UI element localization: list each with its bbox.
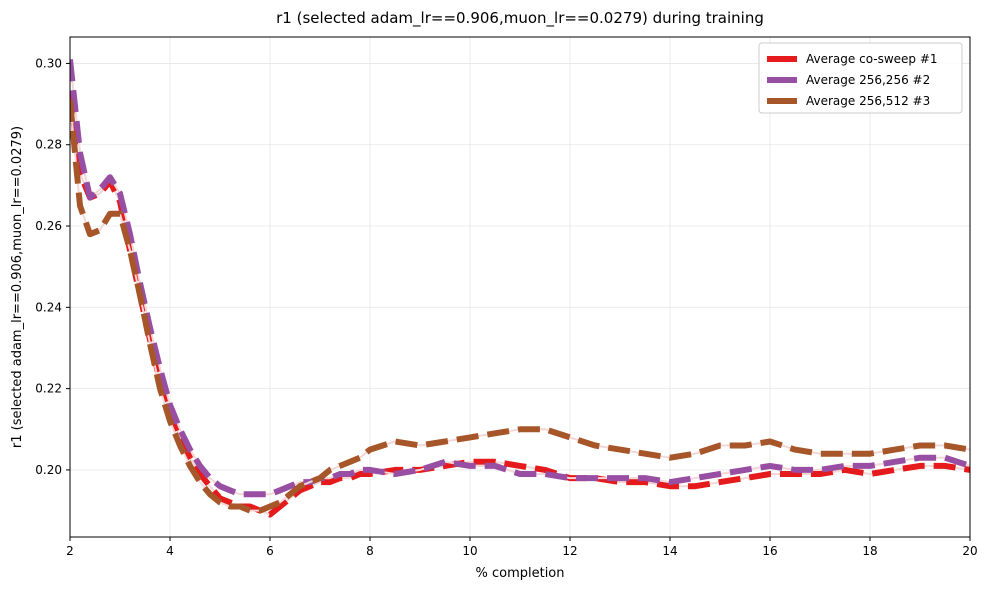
series-lines xyxy=(70,59,970,518)
legend-box xyxy=(758,42,963,114)
y-tick-label: 0.20 xyxy=(35,463,62,477)
x-tick-label: 18 xyxy=(862,544,877,558)
y-tick-label: 0.28 xyxy=(35,138,62,152)
plot-frame xyxy=(69,36,971,538)
y-tick-label: 0.22 xyxy=(35,382,62,396)
x-tick-label: 16 xyxy=(762,544,777,558)
series-line-2 xyxy=(70,59,970,498)
legend-label-1: Average co-sweep #1 xyxy=(806,52,938,66)
y-tick-label: 0.26 xyxy=(35,219,62,233)
x-tick-label: 4 xyxy=(166,544,174,558)
series-line-1 xyxy=(70,91,970,518)
legend-label-3: Average 256,512 #3 xyxy=(806,94,930,108)
legend-label-2: Average 256,256 #2 xyxy=(806,73,930,87)
x-tick-label: 2 xyxy=(66,544,74,558)
series-line-3 xyxy=(70,99,970,514)
x-tick-label: 12 xyxy=(562,544,577,558)
legend: Average co-sweep #1 Average 256,256 #2 Ave… xyxy=(758,42,963,114)
x-tick-label: 14 xyxy=(662,544,677,558)
x-tick-label: 6 xyxy=(266,544,274,558)
series-layer xyxy=(70,59,970,518)
y-tick-label: 0.30 xyxy=(35,56,62,70)
y-axis: 0.20 0.22 0.24 0.26 0.28 0.30 xyxy=(35,56,70,477)
x-axis-label: % completion xyxy=(475,566,564,581)
y-tick-label: 0.24 xyxy=(35,300,62,314)
x-axis: 2 4 6 8 10 12 14 16 18 20 xyxy=(66,537,978,558)
x-tick-label: 8 xyxy=(366,544,374,558)
y-axis-label: r1 (selected adam_lr==0.906,muon_lr==0.0… xyxy=(10,126,25,448)
chart-title: r1 (selected adam_lr==0.906,muon_lr==0.0… xyxy=(276,9,764,28)
x-tick-label: 20 xyxy=(962,544,977,558)
x-tick-label: 10 xyxy=(462,544,477,558)
